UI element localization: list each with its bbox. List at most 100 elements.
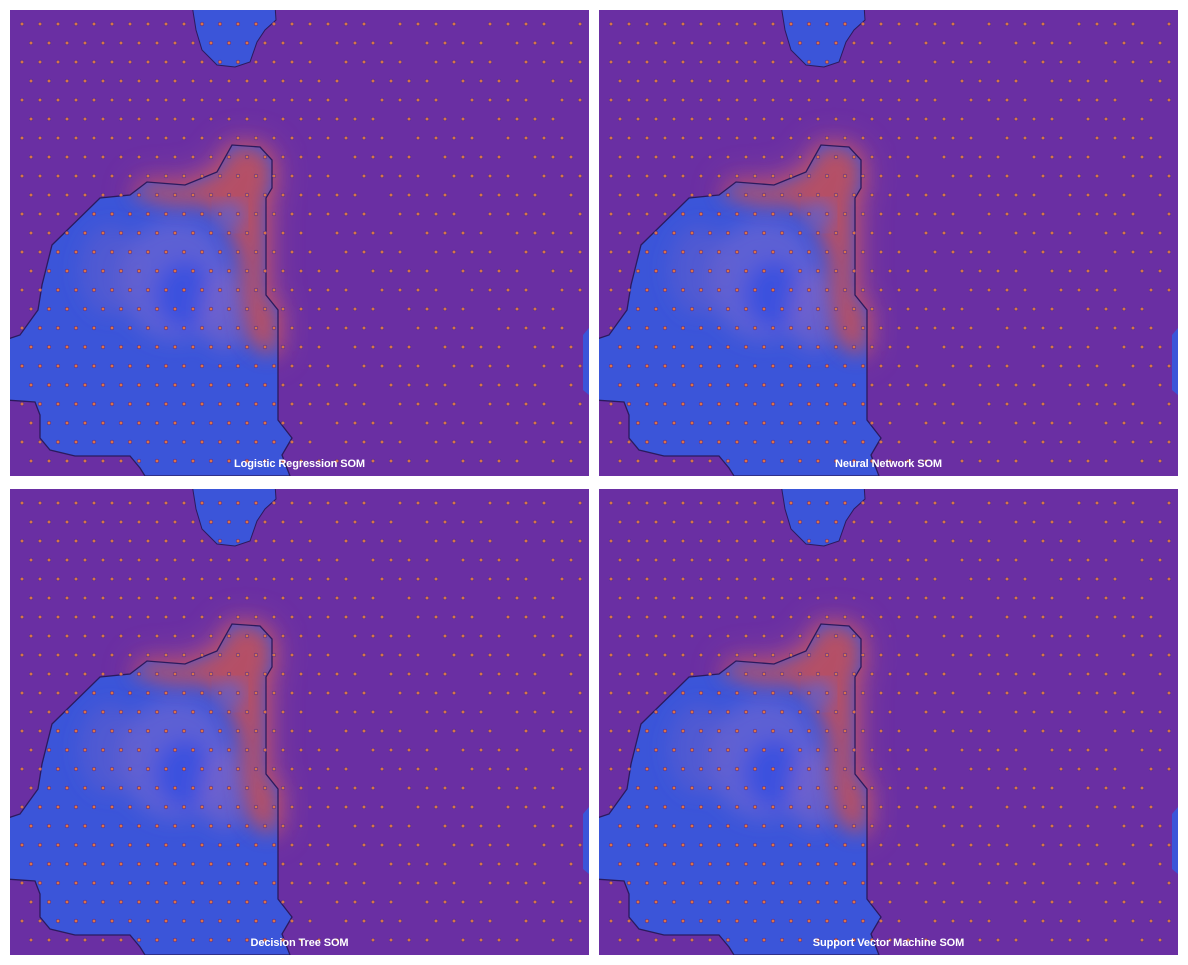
som-node: [190, 306, 196, 312]
som-node: [1049, 306, 1055, 312]
som-node: [19, 211, 25, 217]
som-node: [226, 230, 232, 236]
som-node: [181, 842, 187, 848]
som-node: [424, 420, 430, 426]
som-node: [689, 458, 695, 464]
som-node: [689, 420, 695, 426]
som-node: [1094, 500, 1100, 506]
som-node: [1112, 287, 1118, 293]
som-node: [19, 804, 25, 810]
som-node: [28, 861, 34, 867]
som-node: [199, 880, 205, 886]
som-node: [923, 382, 929, 388]
som-node: [1031, 785, 1037, 791]
som-node: [1112, 21, 1118, 27]
som-node: [896, 842, 902, 848]
som-node: [478, 519, 484, 525]
som-node: [707, 306, 713, 312]
som-node: [136, 747, 142, 753]
som-node: [568, 344, 574, 350]
som-node: [1103, 230, 1109, 236]
som-node: [761, 344, 767, 350]
som-node: [226, 154, 232, 160]
som-node: [289, 842, 295, 848]
som-node: [752, 576, 758, 582]
som-node: [514, 40, 520, 46]
som-node: [325, 401, 331, 407]
som-node: [959, 785, 965, 791]
som-node: [415, 325, 421, 331]
som-node: [725, 230, 731, 236]
som-node: [127, 652, 133, 658]
som-node: [608, 728, 614, 734]
som-node: [577, 363, 583, 369]
som-node: [118, 78, 124, 84]
som-node: [424, 557, 430, 563]
som-node: [1040, 918, 1046, 924]
som-node: [217, 211, 223, 217]
som-node: [941, 382, 947, 388]
som-node: [1004, 842, 1010, 848]
som-node: [496, 937, 502, 943]
som-node: [82, 154, 88, 160]
som-node: [559, 287, 565, 293]
som-node: [154, 633, 160, 639]
som-node: [1157, 154, 1163, 160]
som-node: [280, 899, 286, 905]
som-node: [815, 78, 821, 84]
som-node: [869, 861, 875, 867]
som-node: [19, 401, 25, 407]
som-node: [109, 211, 115, 217]
som-node: [887, 306, 893, 312]
som-node: [541, 59, 547, 65]
som-node: [1058, 135, 1064, 141]
som-node: [388, 344, 394, 350]
som-node: [905, 458, 911, 464]
som-node: [941, 861, 947, 867]
som-node: [986, 880, 992, 886]
som-node: [334, 747, 340, 753]
som-node: [181, 538, 187, 544]
som-node: [217, 652, 223, 658]
som-node: [833, 458, 839, 464]
som-node: [127, 880, 133, 886]
som-node: [145, 918, 151, 924]
som-node: [496, 747, 502, 753]
som-node: [352, 230, 358, 236]
som-node: [190, 268, 196, 274]
som-node: [73, 728, 79, 734]
som-node: [905, 823, 911, 829]
som-node: [1103, 671, 1109, 677]
som-node: [64, 519, 70, 525]
som-node: [1049, 633, 1055, 639]
som-map: [10, 10, 589, 476]
som-node: [761, 785, 767, 791]
som-node: [851, 519, 857, 525]
som-node: [343, 249, 349, 255]
som-node: [532, 633, 538, 639]
som-node: [280, 671, 286, 677]
som-node: [608, 211, 614, 217]
som-node: [689, 40, 695, 46]
som-node: [244, 40, 250, 46]
som-node: [896, 325, 902, 331]
som-node: [1067, 344, 1073, 350]
som-node: [1166, 538, 1172, 544]
som-node: [316, 268, 322, 274]
som-node: [1049, 899, 1055, 905]
som-node: [833, 306, 839, 312]
som-node: [635, 899, 641, 905]
som-node: [869, 40, 875, 46]
som-node: [806, 287, 812, 293]
som-node: [46, 937, 52, 943]
som-node: [109, 918, 115, 924]
som-node: [163, 500, 169, 506]
som-node: [779, 709, 785, 715]
som-node: [46, 40, 52, 46]
som-node: [478, 344, 484, 350]
som-node: [1112, 401, 1118, 407]
som-node: [1157, 458, 1163, 464]
som-node: [680, 401, 686, 407]
som-node: [1058, 766, 1064, 772]
som-node: [379, 363, 385, 369]
